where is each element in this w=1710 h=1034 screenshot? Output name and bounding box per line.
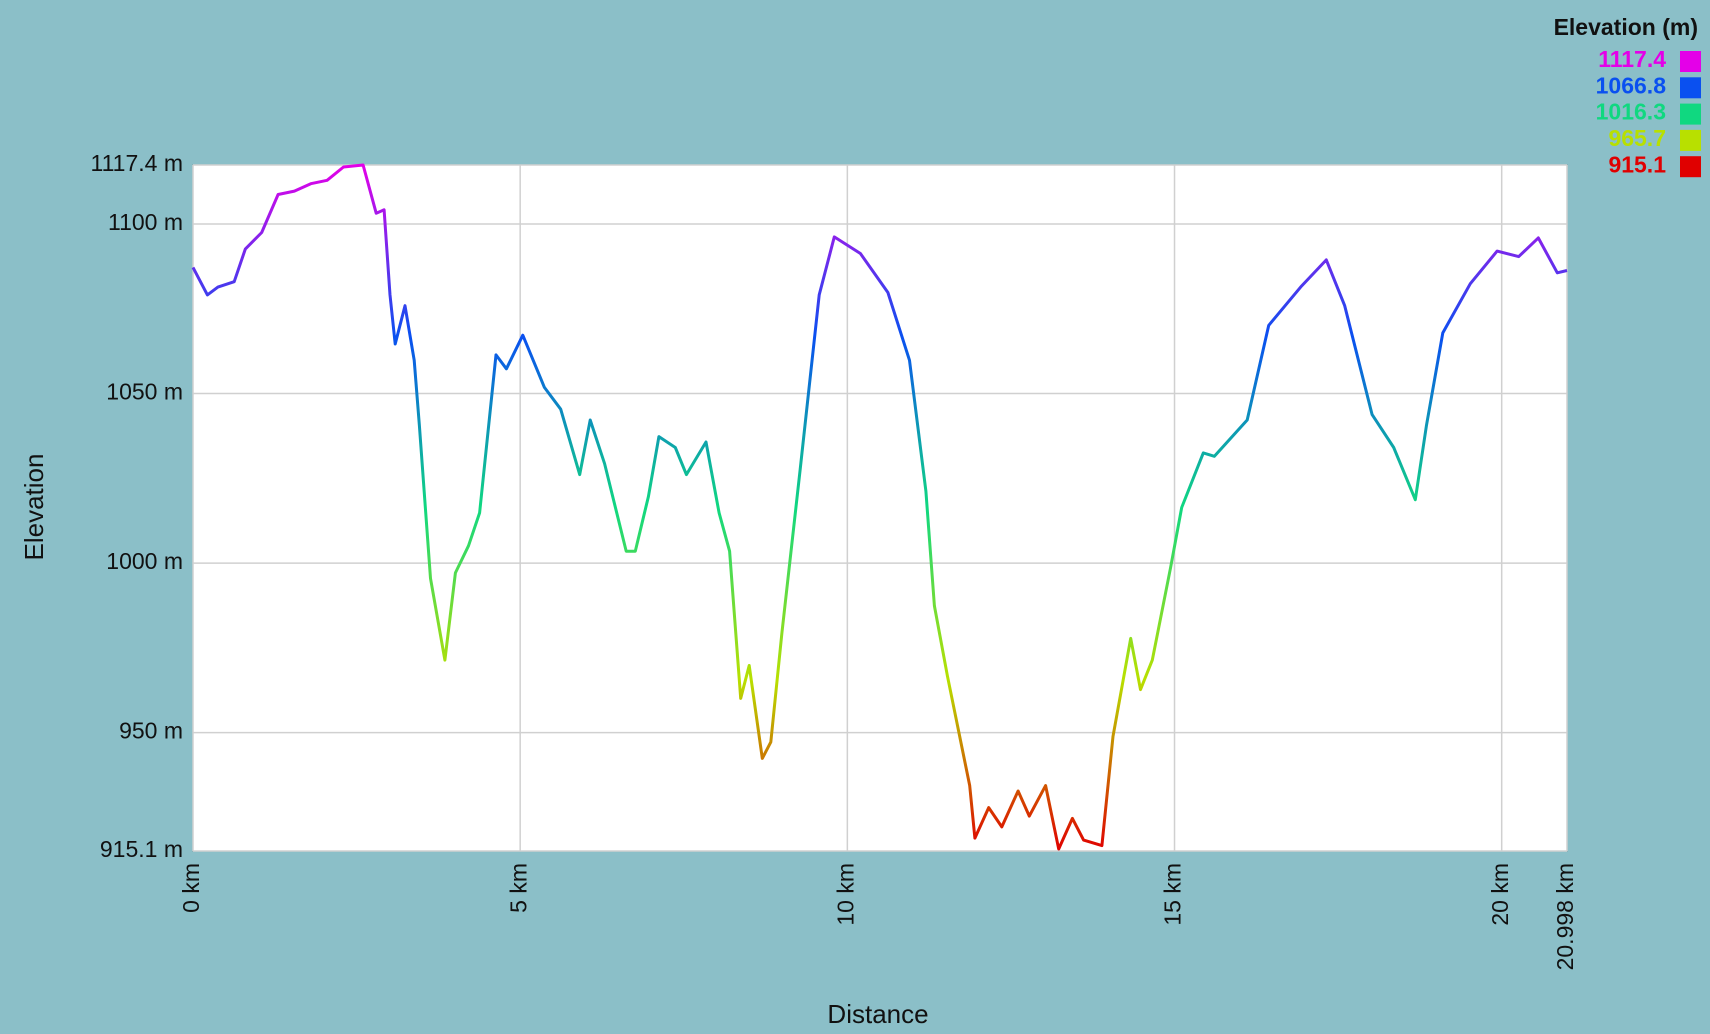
y-tick-label: 915.1 m — [100, 836, 183, 862]
legend-label: 1117.4 — [1598, 46, 1666, 72]
x-axis-label: Distance — [827, 999, 928, 1029]
x-tick-label: 5 km — [505, 863, 531, 913]
y-tick-label: 1117.4 m — [91, 150, 183, 176]
legend-swatch — [1680, 51, 1701, 72]
legend-swatch — [1680, 129, 1701, 151]
legend-label: 1066.8 — [1596, 72, 1667, 98]
legend-label: 1016.3 — [1596, 99, 1666, 125]
legend-swatch — [1680, 77, 1701, 99]
x-tick-label: 20 km — [1487, 863, 1513, 926]
legend-title: Elevation (m) — [1554, 14, 1698, 40]
x-tick-label: 20.998 km — [1552, 863, 1578, 970]
x-tick-label: 10 km — [832, 863, 858, 926]
legend-label: 965.7 — [1608, 125, 1666, 151]
legend-swatch — [1680, 103, 1701, 125]
x-tick-label: 0 km — [178, 863, 204, 913]
y-axis-label: Elevation — [19, 454, 49, 561]
plot-area — [192, 164, 1568, 852]
legend-label: 915.1 — [1608, 151, 1666, 177]
legend-swatch — [1680, 156, 1701, 178]
y-tick-label: 950 m — [119, 718, 183, 744]
elevation-line — [191, 163, 1568, 851]
y-tick-label: 1050 m — [106, 379, 183, 405]
y-tick-label: 1100 m — [108, 209, 183, 235]
y-tick-label: 1000 m — [106, 548, 183, 574]
x-tick-label: 15 km — [1160, 863, 1186, 926]
